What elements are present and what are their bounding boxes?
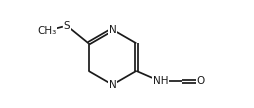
Text: CH₃: CH₃	[37, 26, 57, 36]
Text: NH: NH	[152, 76, 168, 86]
Text: O: O	[197, 76, 205, 86]
Text: N: N	[108, 80, 116, 90]
Text: N: N	[108, 25, 116, 35]
Text: S: S	[63, 21, 70, 31]
